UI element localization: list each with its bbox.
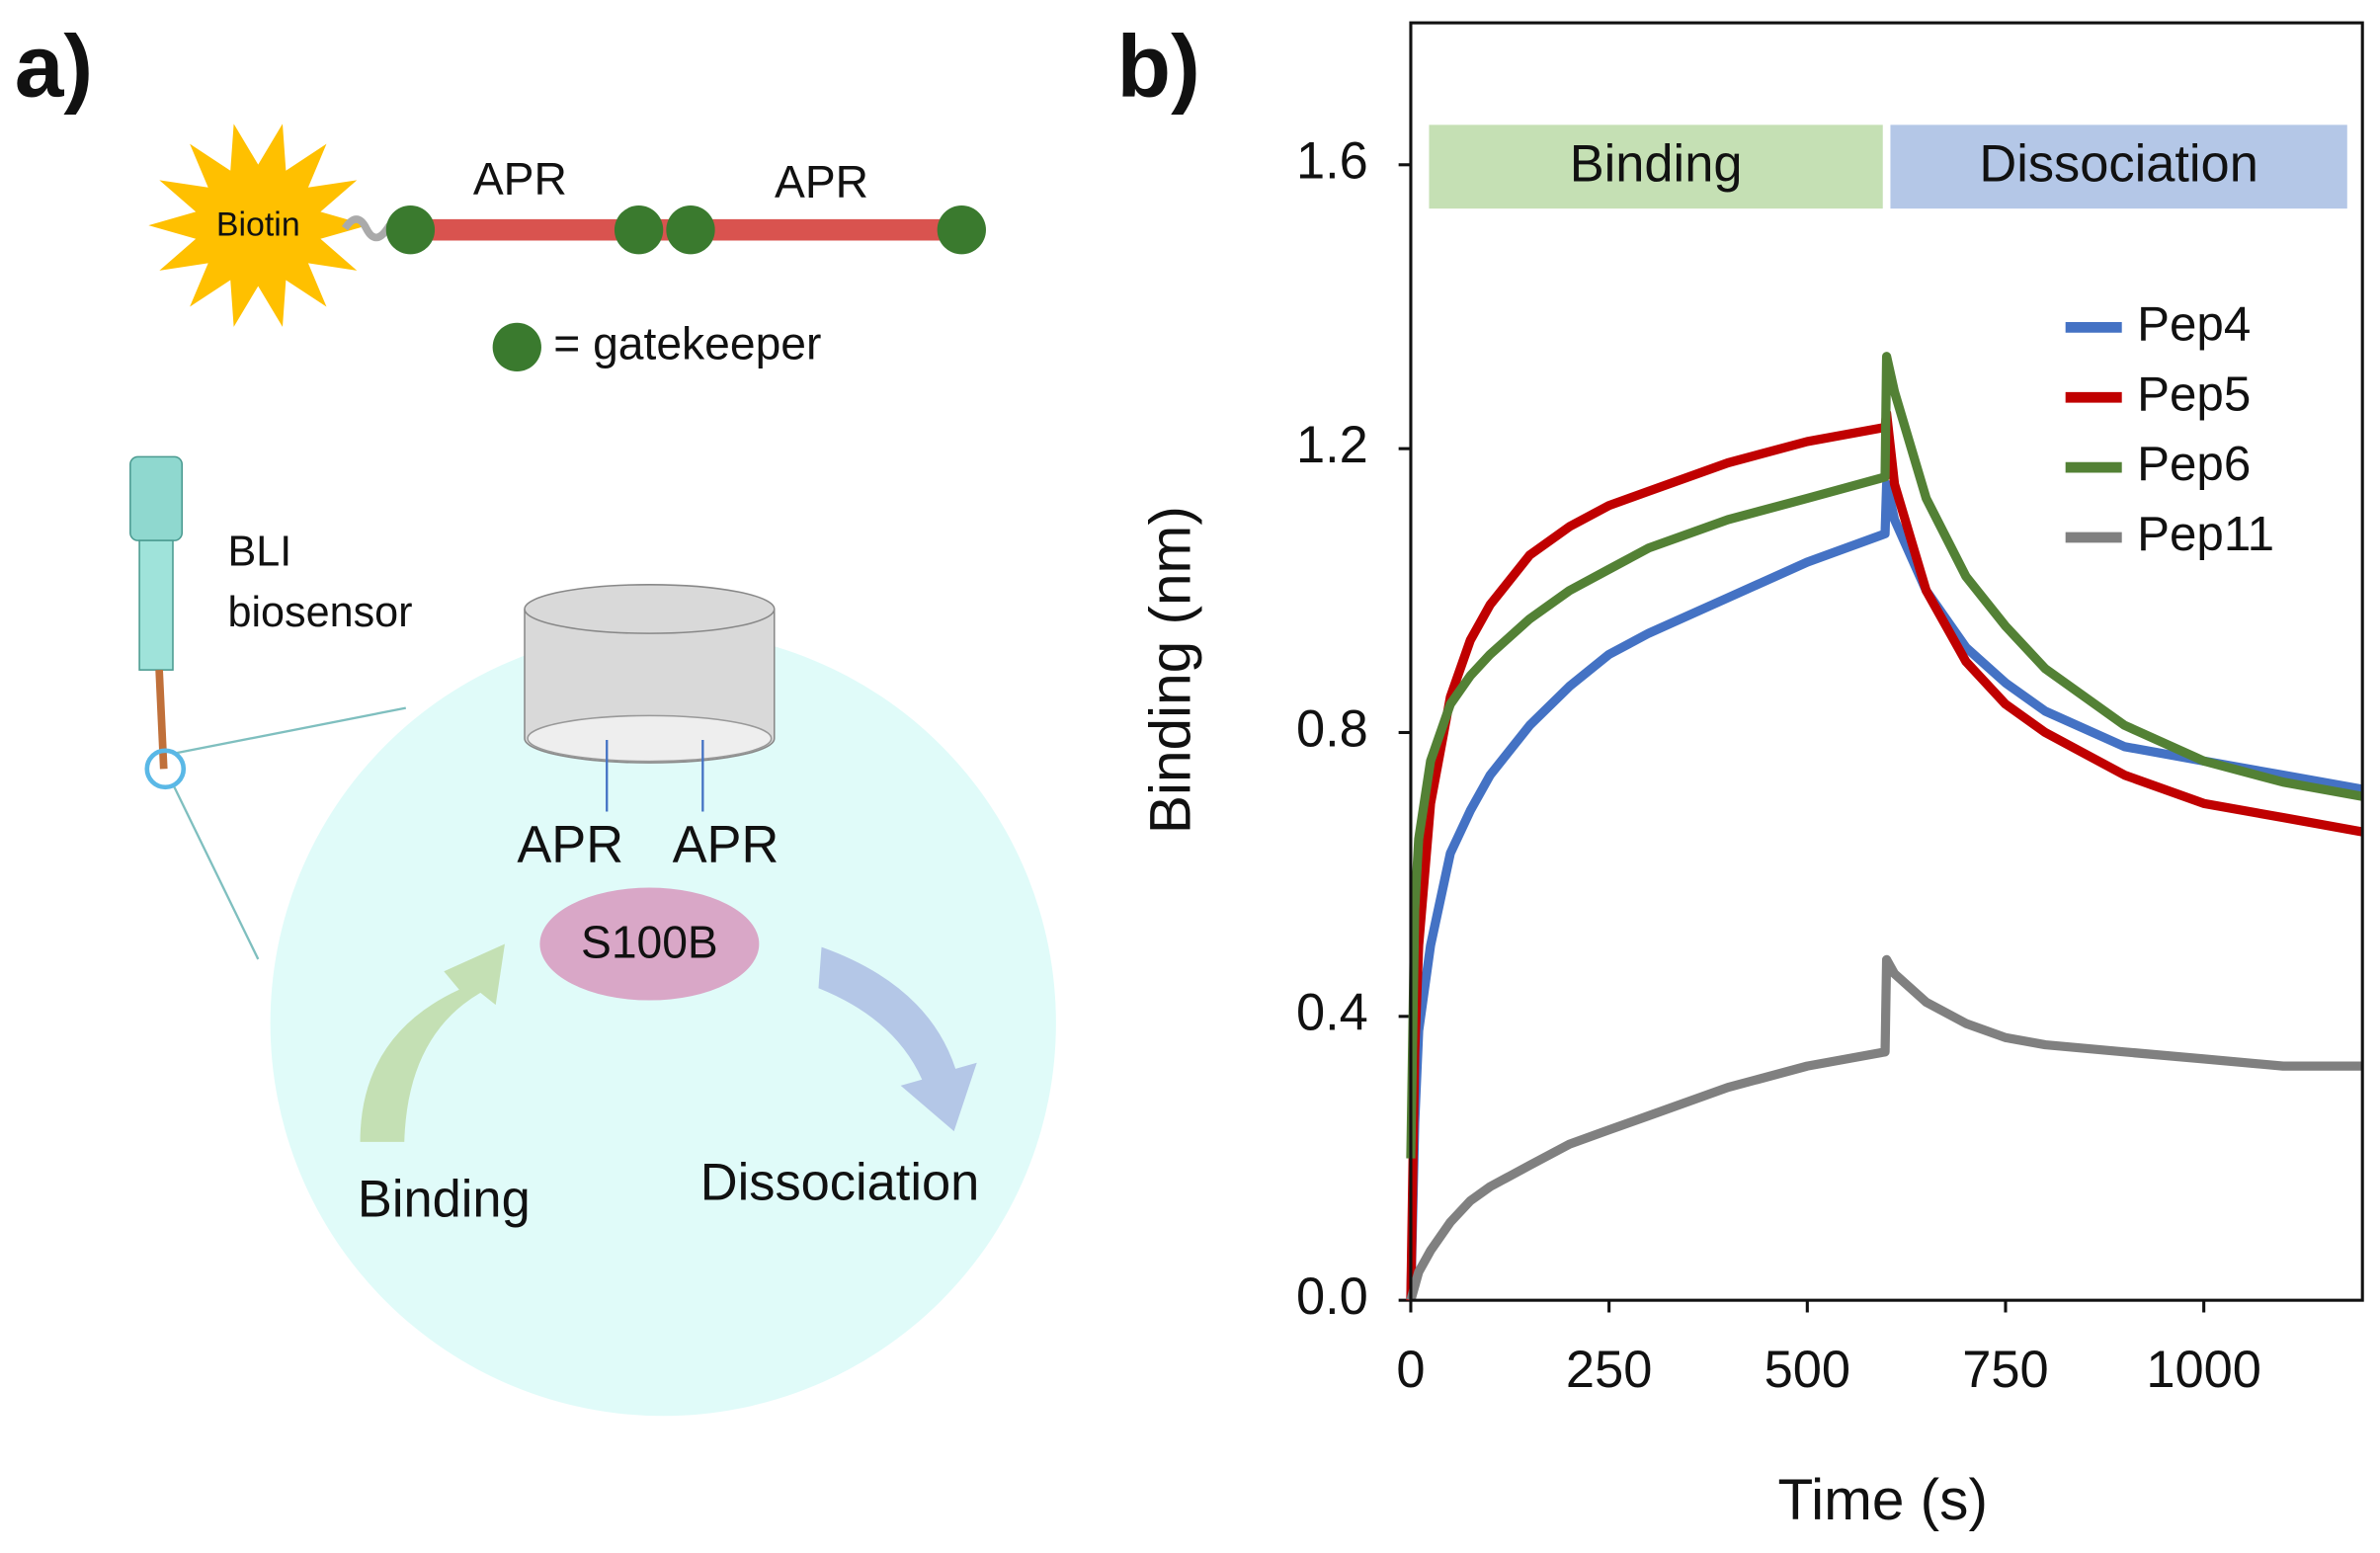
y-tick-label: 1.2 — [1296, 417, 1368, 474]
apr-label: APR — [517, 816, 623, 873]
gatekeeper-label: = gatekeeper — [553, 318, 821, 369]
phase-label: Binding — [1570, 135, 1743, 193]
x-axis-label: Time (s) — [1778, 1468, 1988, 1532]
gatekeeper — [385, 205, 436, 255]
legend-label: Pep5 — [2137, 367, 2251, 421]
plot-frame — [1409, 21, 2364, 1302]
x-tick-label: 1000 — [2146, 1342, 2261, 1399]
legend-label: Pep6 — [2137, 437, 2251, 491]
panel-label: a) — [15, 17, 93, 116]
phase-band — [1429, 124, 1883, 209]
phase-band — [1890, 124, 2347, 209]
x-tick-label: 750 — [1962, 1342, 2048, 1399]
dissociation-label: Dissociation — [700, 1154, 979, 1211]
biotin-label: Biotin — [216, 206, 300, 244]
gatekeeper — [666, 205, 715, 255]
series-line — [1406, 352, 2364, 1159]
zoom-line — [171, 783, 260, 960]
binding-arrow — [360, 943, 505, 1142]
y-tick-label: 0.4 — [1296, 985, 1368, 1042]
gatekeeper-key — [492, 322, 541, 372]
panel-label: b) — [1117, 17, 1200, 116]
phase-label: Dissociation — [1979, 135, 2257, 193]
zoom-circle — [270, 630, 1056, 1417]
protein-label: S100B — [581, 916, 718, 967]
y-axis-label: Binding (nm) — [1139, 506, 1203, 834]
apr-label: APR — [775, 156, 868, 207]
binding-label: Binding — [358, 1171, 531, 1228]
y-tick-label: 0.0 — [1296, 1268, 1368, 1326]
x-tick-label: 250 — [1566, 1342, 1652, 1399]
apr-label: APR — [473, 153, 567, 204]
sensor-label: biosensor — [227, 589, 412, 636]
y-tick-label: 0.8 — [1296, 700, 1368, 758]
protein — [539, 887, 760, 1001]
x-tick-label: 500 — [1764, 1342, 1850, 1399]
x-tick-label: 0 — [1396, 1342, 1425, 1399]
dissociation-arrow — [818, 946, 977, 1132]
biosensor-cap — [129, 455, 184, 541]
series-line — [1406, 479, 2364, 1301]
biotin-star — [148, 123, 369, 327]
apr-label: APR — [673, 816, 780, 873]
series-line — [1406, 954, 2363, 1302]
zoom-line — [172, 706, 407, 756]
sensor-label: BLI — [227, 528, 291, 575]
biosensor-tip — [155, 669, 168, 770]
gatekeeper — [614, 205, 664, 255]
sensor-surface — [524, 584, 776, 634]
y-tick-label: 1.6 — [1296, 133, 1368, 191]
gatekeeper — [937, 205, 986, 255]
legend-label: Pep11 — [2137, 507, 2274, 561]
legend-label: Pep4 — [2137, 296, 2251, 351]
biosensor-body — [138, 539, 174, 671]
sensor-surface — [527, 714, 773, 763]
tip-highlight — [144, 748, 187, 790]
